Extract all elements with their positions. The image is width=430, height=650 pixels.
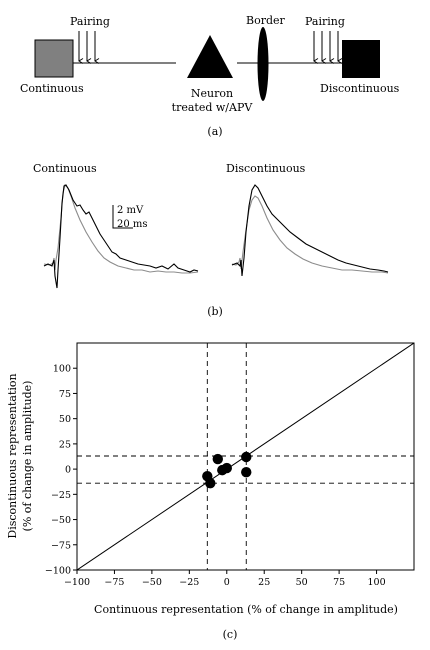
discontinuous-trace-after: [231, 184, 389, 277]
discontinuous-input-label: Discontinuous: [320, 82, 400, 95]
y-tick-label: −50: [51, 515, 71, 526]
x-tick-label: −50: [142, 577, 162, 588]
neuron-label-line2: treated w/APV: [172, 101, 254, 114]
x-tick-label: 100: [367, 577, 385, 588]
x-tick-label: −75: [104, 577, 124, 588]
y-axis-label-line2: (% of change in amplitude): [21, 381, 34, 532]
y-tick-label: 50: [59, 414, 71, 425]
plot-frame: [76, 342, 415, 571]
panel-b-label: (b): [207, 305, 223, 318]
scatter-point: [221, 462, 232, 474]
neuron-label-line1: Neuron: [191, 87, 233, 100]
x-tick-label: 75: [333, 577, 345, 588]
border-label: Border: [246, 14, 286, 27]
continuous-trace-after: [43, 184, 199, 289]
continuous-input-label: Continuous: [20, 82, 84, 95]
panel-c-label: (c): [223, 628, 238, 641]
y-tick-label: −25: [51, 490, 71, 501]
y-tick-label: −75: [51, 540, 71, 551]
continuous-trace-before: [43, 183, 199, 274]
scale-bar: [112, 205, 133, 229]
scatter-point: [241, 451, 252, 463]
right-pairing-label: Pairing: [305, 15, 345, 28]
y-tick-label: 25: [59, 439, 71, 450]
panel-a: Pairing Continuous Neuron treated w/APV …: [20, 14, 400, 138]
scale-bar-mv-label: 2 mV: [117, 205, 144, 216]
panel-c-scatter: −100 −75 −50 −25 0 25 50 75 100 −100 −75 −50 −25 0 25…: [6, 342, 415, 641]
y-tick-label: 75: [59, 389, 71, 400]
continuous-input-square: [34, 39, 74, 78]
scatter-point: [212, 453, 223, 465]
panel-b: Continuous Discontinuous 2 mV 20 ms (b): [33, 162, 389, 318]
discontinuous-trace-title: Discontinuous: [226, 162, 306, 175]
x-tick-label: 0: [224, 577, 230, 588]
scatter-point: [205, 478, 216, 489]
x-tick-label: 25: [258, 577, 270, 588]
neuron-triangle: [187, 35, 233, 78]
scatter-point: [241, 466, 252, 478]
scale-bar-ms-label: 20 ms: [117, 219, 148, 230]
x-tick-label: −100: [64, 577, 90, 588]
y-tick-label: 100: [53, 364, 71, 375]
left-pairing-label: Pairing: [70, 15, 110, 28]
x-tick-label: 50: [296, 577, 308, 588]
border-ellipse: [257, 27, 269, 101]
x-axis-label: Continuous representation (% of change i…: [94, 603, 398, 616]
discontinuous-trace-before: [231, 195, 389, 274]
y-tick-label: 0: [65, 465, 71, 476]
continuous-trace-title: Continuous: [33, 162, 97, 175]
discontinuous-input-square: [342, 40, 380, 78]
panel-a-label: (a): [207, 125, 222, 138]
y-tick-label: −100: [45, 566, 71, 577]
y-axis-label-line1: Discontinuous representation: [6, 373, 19, 538]
x-tick-label: −25: [179, 577, 199, 588]
